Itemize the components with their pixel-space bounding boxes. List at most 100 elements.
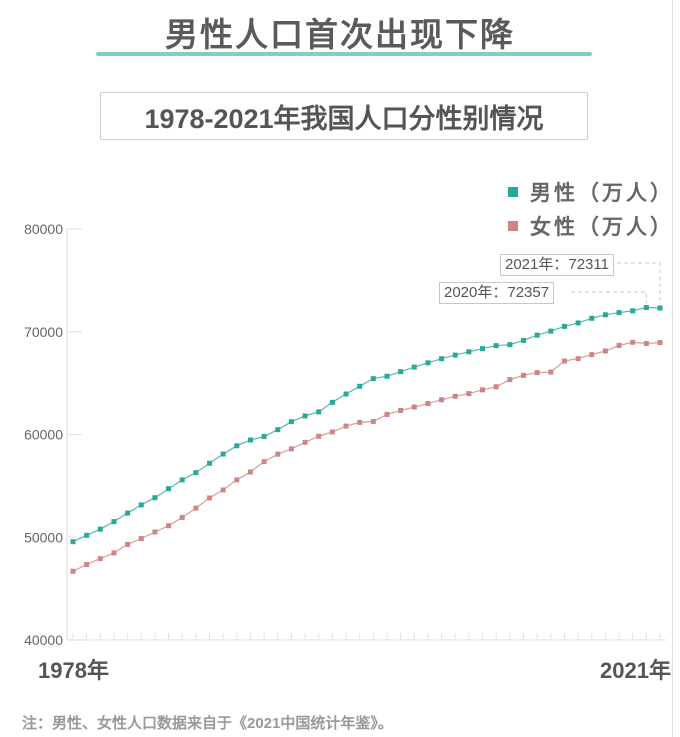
data-point-marker — [261, 459, 267, 465]
legend-item-male: 男性（万人） — [508, 175, 674, 209]
data-point-marker — [466, 349, 472, 355]
annotation-leader-2021 — [603, 262, 661, 305]
data-point-marker — [125, 541, 131, 547]
annotation-leader-2020 — [571, 291, 647, 304]
data-point-marker — [507, 342, 513, 348]
chart-subtitle: 1978-2021年我国人口分性别情况 — [100, 92, 588, 140]
data-point-marker — [452, 393, 458, 399]
data-point-marker — [520, 337, 526, 343]
data-point-marker — [84, 532, 90, 538]
data-point-marker — [97, 556, 103, 562]
legend-label-male: 男性（万人） — [530, 182, 674, 205]
annotation-2020: 2020年：72357 — [439, 282, 555, 304]
data-point-marker — [220, 487, 226, 493]
data-point-marker — [520, 372, 526, 378]
data-point-marker — [329, 429, 335, 435]
legend-label-female: 女性（万人） — [530, 216, 674, 239]
data-point-marker — [234, 477, 240, 483]
data-point-marker — [384, 373, 390, 379]
title-underline — [96, 52, 592, 56]
data-point-marker — [602, 312, 608, 318]
x-axis-start-label: 1978年 — [38, 658, 109, 683]
data-point-marker — [220, 451, 226, 457]
data-point-marker — [398, 369, 404, 375]
data-point-marker — [411, 364, 417, 370]
data-point-marker — [275, 427, 281, 433]
data-point-marker — [70, 568, 76, 574]
male-series-line — [72, 306, 661, 543]
data-point-marker — [138, 502, 144, 508]
y-tick-label: 70000 — [24, 324, 63, 340]
data-point-marker — [589, 352, 595, 358]
data-point-marker — [247, 437, 253, 443]
data-point-marker — [630, 308, 636, 314]
data-point-marker — [152, 529, 158, 535]
data-point-marker — [575, 320, 581, 326]
data-point-marker — [411, 404, 417, 410]
x-axis-end-label: 2021年 — [600, 658, 671, 683]
data-point-marker — [125, 510, 131, 516]
data-point-marker — [179, 514, 185, 520]
data-point-marker — [370, 419, 376, 425]
legend-square-icon — [508, 187, 518, 197]
data-point-marker — [630, 339, 636, 345]
data-point-marker — [357, 383, 363, 389]
data-point-marker — [493, 343, 499, 349]
data-point-marker — [616, 310, 622, 316]
y-tick-label: 60000 — [24, 427, 63, 443]
data-point-marker — [561, 358, 567, 364]
data-point-marker — [439, 356, 445, 362]
data-point-marker — [425, 360, 431, 366]
data-point-marker — [657, 305, 663, 311]
data-point-marker — [616, 342, 622, 348]
data-point-marker — [275, 451, 281, 457]
data-point-marker — [548, 328, 554, 334]
data-point-marker — [316, 409, 322, 415]
data-point-marker — [193, 505, 199, 511]
y-tick-label: 40000 — [24, 632, 63, 648]
data-point-marker — [384, 411, 390, 417]
data-point-marker — [329, 399, 335, 405]
data-point-marker — [343, 423, 349, 429]
data-point-marker — [452, 352, 458, 358]
data-point-marker — [288, 419, 294, 425]
frame-border — [672, 0, 673, 737]
data-point-marker — [561, 323, 567, 329]
data-point-marker — [466, 391, 472, 397]
data-point-marker — [234, 443, 240, 449]
female-series-line — [72, 341, 661, 572]
data-point-marker — [493, 384, 499, 390]
data-point-marker — [343, 391, 349, 397]
data-point-marker — [70, 539, 76, 545]
data-point-marker — [602, 348, 608, 354]
data-point-marker — [179, 477, 185, 483]
y-tick-label: 50000 — [24, 529, 63, 545]
source-note: 注：男性、女性人口数据来自于《2021中国统计年鉴》。 — [22, 715, 393, 732]
data-point-marker — [152, 495, 158, 501]
data-point-marker — [534, 370, 540, 376]
data-point-marker — [84, 561, 90, 567]
data-point-marker — [657, 340, 663, 346]
data-point-marker — [166, 486, 172, 492]
legend-square-icon — [508, 221, 518, 231]
data-point-marker — [643, 305, 649, 311]
data-point-marker — [439, 397, 445, 403]
y-tick-label: 80000 — [24, 221, 63, 237]
data-point-marker — [316, 433, 322, 439]
data-point-marker — [302, 439, 308, 445]
legend-item-female: 女性（万人） — [508, 209, 674, 243]
data-point-marker — [302, 413, 308, 419]
data-point-marker — [507, 377, 513, 383]
data-point-marker — [370, 376, 376, 382]
data-point-marker — [288, 446, 294, 452]
data-point-marker — [643, 341, 649, 347]
data-point-marker — [261, 433, 267, 439]
data-point-marker — [166, 523, 172, 529]
data-point-marker — [207, 460, 213, 466]
data-point-marker — [480, 346, 486, 352]
data-point-marker — [425, 401, 431, 407]
data-point-marker — [589, 315, 595, 321]
data-point-marker — [97, 526, 103, 532]
data-point-marker — [480, 387, 486, 393]
